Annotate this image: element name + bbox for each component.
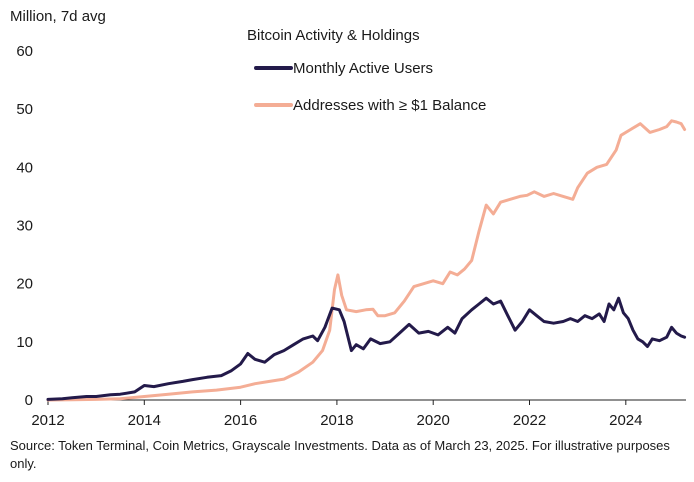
x-axis-ticks: 2012 2014 2016 2018 2020 2022 2024 [31,400,642,429]
x-tick-label: 2014 [128,412,161,429]
legend-label-monthly-active-users: Monthly Active Users [293,60,433,77]
series-layer [46,119,687,402]
series-line-monthly-active-users [46,296,687,401]
x-tick-label: 2016 [224,412,257,429]
series-line-addresses [46,119,687,402]
y-tick-label: 0 [25,392,33,409]
y-tick-label: 50 [16,101,33,118]
x-tick-label: 2022 [513,412,546,429]
x-tick-label: 2020 [417,412,450,429]
y-axis-ticks: 0 10 20 30 40 50 60 [16,43,33,409]
y-tick-label: 10 [16,334,33,351]
source-note: Source: Token Terminal, Coin Metrics, Gr… [10,438,670,471]
y-axis-unit-label: Million, 7d avg [10,8,106,25]
y-tick-label: 30 [16,218,33,235]
x-tick-label: 2024 [609,412,642,429]
x-tick-label: 2018 [320,412,353,429]
legend: Monthly Active Users Addresses with ≥ $1… [254,60,486,114]
y-tick-label: 40 [16,159,33,176]
chart: Million, 7d avg Bitcoin Activity & Holdi… [10,8,687,429]
y-tick-label: 20 [16,276,33,293]
x-tick-label: 2012 [31,412,64,429]
y-tick-label: 60 [16,43,33,60]
legend-label-addresses: Addresses with ≥ $1 Balance [293,97,486,114]
chart-title: Bitcoin Activity & Holdings [247,27,420,44]
